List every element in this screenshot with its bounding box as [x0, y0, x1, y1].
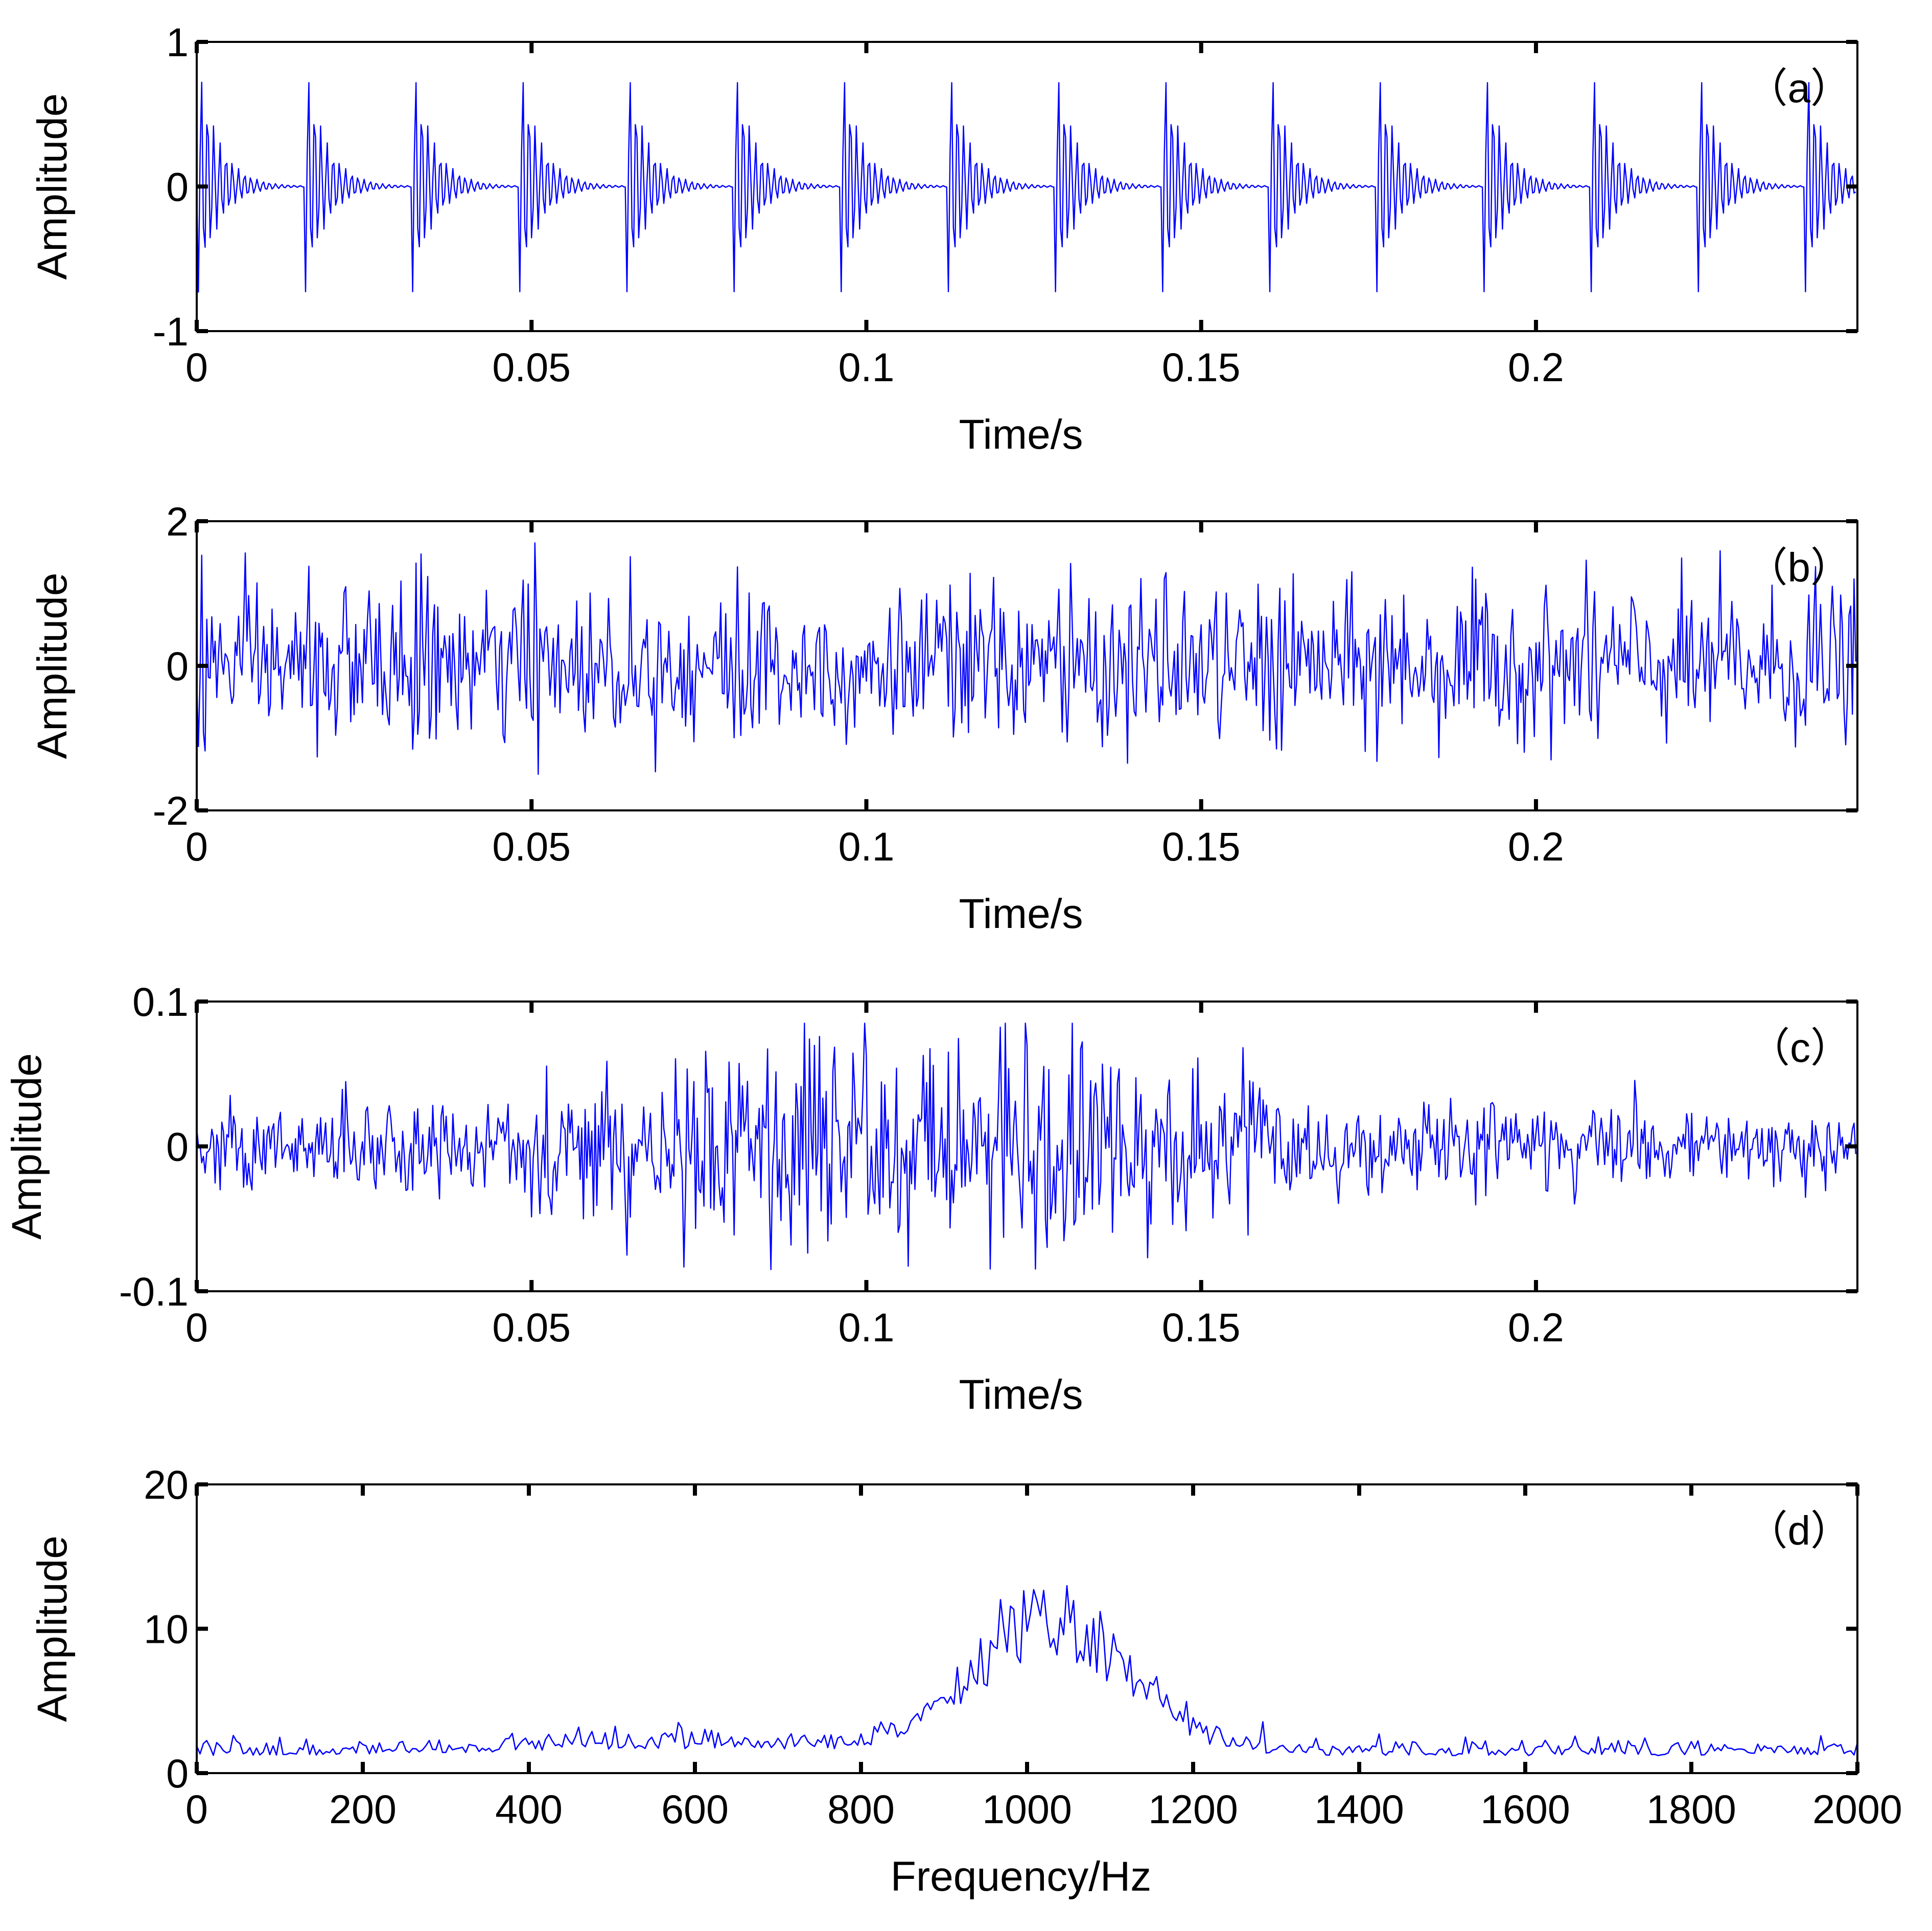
x-tick-label: 1000: [982, 1786, 1072, 1832]
x-tick-label: 600: [661, 1786, 729, 1832]
y-axis-label-b: Amplitude: [29, 573, 76, 759]
y-axis-label-c: Amplitude: [4, 1053, 50, 1240]
y-tick-label: 0: [166, 1124, 189, 1170]
panel-label-c: （c）: [1749, 1025, 1851, 1071]
panel-a: -101 0 0.05 0.1 0.15 0.2 Time/s Amplitude （a…: [29, 19, 1858, 458]
panel-label-d: （d）: [1747, 1508, 1852, 1553]
x-tick-label: 0.2: [1508, 1305, 1564, 1350]
y-axis-label-d: Amplitude: [29, 1536, 76, 1722]
x-tick-label: 0.1: [839, 824, 895, 869]
x-axis-label-a: Time/s: [959, 411, 1083, 458]
x-tick-label: 0: [185, 344, 208, 390]
x-axis-c: 0 0.05 0.1 0.15 0.2: [185, 1002, 1564, 1350]
x-axis-label-d: Frequency/Hz: [891, 1853, 1151, 1900]
x-axis-b: 0 0.05 0.1 0.15 0.2: [185, 521, 1564, 869]
y-axis-b: -2 0 2: [153, 499, 1857, 833]
x-tick-label: 800: [827, 1786, 895, 1832]
y-tick-label: 0: [166, 1751, 189, 1796]
x-tick-label: 0.05: [492, 824, 571, 869]
x-tick-label: 0.15: [1162, 824, 1241, 869]
panel-b: -202 0 0.05 0.1 0.15 0.2 Time/s Amplitude （b…: [29, 499, 1858, 937]
x-tick-label: 0.15: [1162, 344, 1241, 390]
y-tick-label: -0.1: [119, 1269, 189, 1314]
x-tick-label: 2000: [1812, 1786, 1902, 1832]
y-tick-label: 10: [144, 1607, 189, 1652]
x-tick-label: 0.1: [839, 344, 895, 390]
x-tick-label: 200: [329, 1786, 397, 1832]
x-tick-label: 0.2: [1508, 344, 1564, 390]
x-tick-label: 0: [185, 1786, 208, 1832]
x-tick-label: 0.1: [839, 1305, 895, 1350]
panel-d: 0 10 20 0 200 400 600 800 1000 1200 1400 1600 1800 2…: [29, 1462, 1902, 1900]
y-tick-label: 20: [144, 1462, 189, 1507]
y-tick-label: 0.1: [132, 979, 189, 1025]
y-axis-d: 0 10 20: [144, 1462, 1857, 1796]
panel-c: -0.100.1 0 0.05 0.1 0.15 0.2 Time/s Amplitud…: [4, 979, 1858, 1418]
x-tick-label: 0.05: [492, 344, 571, 390]
x-tick-label: 400: [495, 1786, 563, 1832]
x-axis-d: 0 200 400 600 800 1000 1200 1400 1600 1800 2000: [185, 1484, 1902, 1832]
y-axis-c: -0.1 0 0.1: [119, 979, 1857, 1314]
panel-label-a: （a）: [1747, 65, 1852, 111]
y-tick-label: 0: [166, 164, 189, 210]
x-axis-label-b: Time/s: [959, 891, 1083, 937]
signal-trace-c: [196, 1022, 1856, 1270]
x-axis-label-c: Time/s: [959, 1371, 1083, 1418]
signal-trace-a: [196, 81, 1856, 293]
panel-label-b: （b）: [1747, 545, 1852, 590]
x-tick-label: 1600: [1480, 1786, 1570, 1832]
x-tick-label: 0.2: [1508, 824, 1564, 869]
y-tick-label: -1: [153, 309, 189, 354]
signal-trace-b: [196, 542, 1856, 775]
y-axis-label-a: Amplitude: [29, 94, 76, 280]
x-tick-label: 1200: [1148, 1786, 1238, 1832]
x-tick-label: 0: [185, 1305, 208, 1350]
x-axis-a: 0 0.05 0.1 0.15 0.2: [185, 42, 1564, 390]
y-tick-label: 0: [166, 643, 189, 689]
y-tick-label: -2: [153, 788, 189, 833]
y-tick-label: 2: [166, 499, 189, 544]
x-tick-label: 1800: [1646, 1786, 1736, 1832]
x-tick-label: 1400: [1314, 1786, 1404, 1832]
x-tick-label: 0.15: [1162, 1305, 1241, 1350]
x-tick-label: 0.05: [492, 1305, 571, 1350]
y-tick-label: 1: [166, 19, 189, 65]
x-tick-label: 0: [185, 824, 208, 869]
spectrum-trace-d: [196, 1585, 1858, 1756]
